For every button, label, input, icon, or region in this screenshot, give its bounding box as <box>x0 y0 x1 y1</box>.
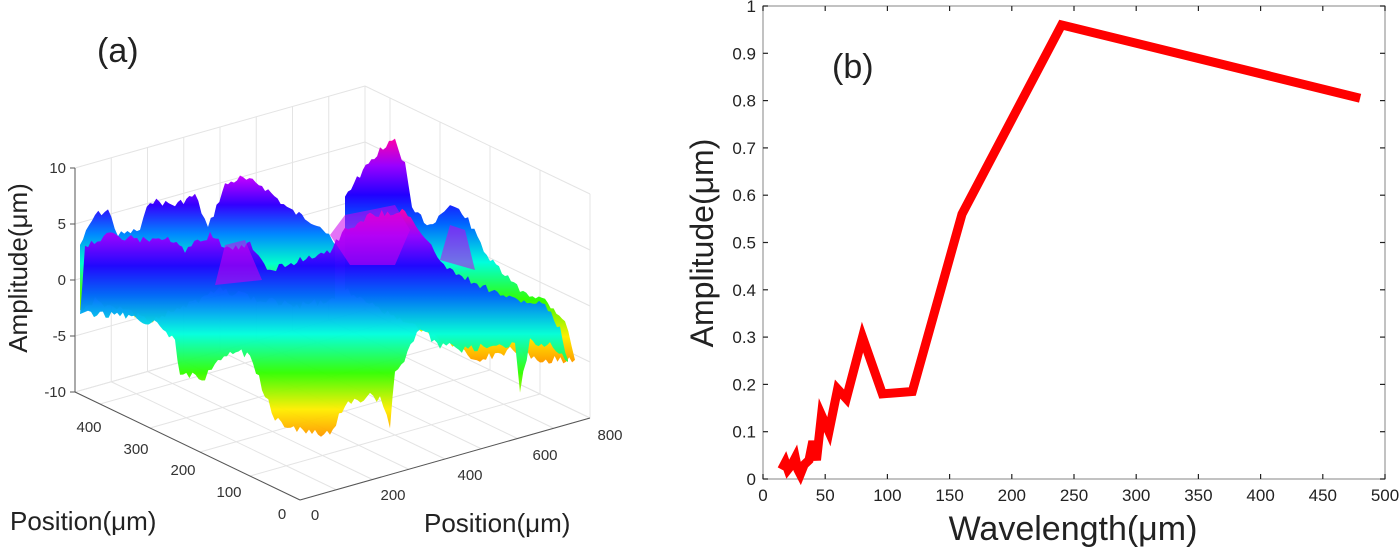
b-series-line <box>777 19 1362 486</box>
a-y-tick: 400 <box>76 419 101 436</box>
a-z-tick: 10 <box>49 160 66 177</box>
b-y-tick-label: 0.5 <box>732 234 756 253</box>
a-y-tick: 0 <box>278 506 286 523</box>
b-y-tick-labels: 0 0.1 0.2 0.3 0.4 0.5 0.6 0.7 0.8 0.9 1 <box>732 0 756 489</box>
a-x-tick: 600 <box>532 447 557 464</box>
b-x-axis-title: Wavelength(μm) <box>949 510 1198 548</box>
b-y-tick-label: 0.4 <box>732 281 756 300</box>
a-y-axis-line <box>74 391 301 501</box>
a-x-tick: 0 <box>311 507 319 524</box>
panel-a-3d-surface: (a) 10 5 0 -5 -10 400 300 200 100 0 0 2 <box>3 32 623 538</box>
a-surface-peak <box>215 240 262 285</box>
b-y-tick-label: 0.7 <box>732 139 756 158</box>
a-sidewall-gridline <box>364 141 591 251</box>
a-floor-gridline <box>249 393 541 477</box>
panel-a-label: (a) <box>97 32 139 70</box>
b-x-tick-labels: 0 50 100 150 200 250 300 350 400 450 500 <box>758 486 1399 505</box>
a-backwall-gridline <box>74 141 366 225</box>
b-y-tick-label: 0 <box>747 470 756 489</box>
a-y-tick: 300 <box>123 441 148 458</box>
b-x-tick-marks <box>762 6 1386 479</box>
a-z-ticks: 10 5 0 -5 -10 <box>44 160 66 401</box>
a-z-tick: 0 <box>58 272 66 289</box>
a-y-ticks: 400 300 200 100 0 <box>76 419 286 523</box>
a-z-tick: -10 <box>44 384 66 401</box>
b-x-tick-label: 150 <box>935 486 963 505</box>
a-x-tick: 400 <box>457 467 482 484</box>
b-x-tick-label: 0 <box>758 486 767 505</box>
a-floor-gridline <box>147 371 373 480</box>
b-y-tick-label: 0.9 <box>732 44 756 63</box>
a-backwall-gridline <box>74 85 366 169</box>
a-z-tick: 5 <box>58 216 66 233</box>
a-x-tick: 800 <box>597 427 622 444</box>
b-x-tick-label: 450 <box>1309 486 1337 505</box>
b-x-tick-label: 500 <box>1371 486 1399 505</box>
b-x-tick-label: 200 <box>998 486 1026 505</box>
a-x-axis-title: Position(μm) <box>424 508 570 538</box>
b-x-tick-label: 250 <box>1060 486 1088 505</box>
b-x-tick-label: 350 <box>1184 486 1212 505</box>
a-z-axis-title: Amplitude(μm) <box>3 183 33 353</box>
a-floor-gridline <box>199 369 491 453</box>
a-x-ticks: 0 200 400 600 800 <box>311 427 623 524</box>
b-y-tick-label: 0.8 <box>732 92 756 111</box>
a-x-tick: 200 <box>380 487 405 504</box>
b-x-tick-label: 100 <box>873 486 901 505</box>
a-surface-peak <box>440 225 475 270</box>
b-y-tick-label: 0.6 <box>732 186 756 205</box>
a-surface-peak <box>330 205 410 265</box>
a-x-axis-line <box>299 417 591 501</box>
b-x-tick-label: 400 <box>1246 486 1274 505</box>
a-y-tick: 100 <box>216 484 241 501</box>
b-y-tick-marks <box>763 5 1385 480</box>
a-surface-front <box>80 208 568 437</box>
a-surface <box>80 138 575 437</box>
b-y-axis-title: Amplitude(μm) <box>684 139 720 348</box>
b-y-tick-label: 0.2 <box>732 375 756 394</box>
b-data-points <box>781 24 1361 475</box>
a-z-tick: -5 <box>53 328 66 345</box>
b-y-tick-label: 0.1 <box>732 423 756 442</box>
a-y-tick: 200 <box>170 462 195 479</box>
panel-b-line-chart: 0 50 100 150 200 250 300 350 400 450 500 0 0.1 0.2 0.… <box>684 0 1399 548</box>
b-y-tick-label: 1 <box>747 0 756 16</box>
b-x-tick-label: 300 <box>1122 486 1150 505</box>
a-y-axis-title: Position(μm) <box>10 506 156 536</box>
a-sidewall-gridline <box>364 85 591 195</box>
panel-b-label: (b) <box>832 48 874 86</box>
b-x-tick-label: 50 <box>816 486 835 505</box>
a-axes <box>70 167 591 501</box>
a-floor-gridline <box>111 381 337 491</box>
b-y-tick-label: 0.3 <box>732 328 756 347</box>
